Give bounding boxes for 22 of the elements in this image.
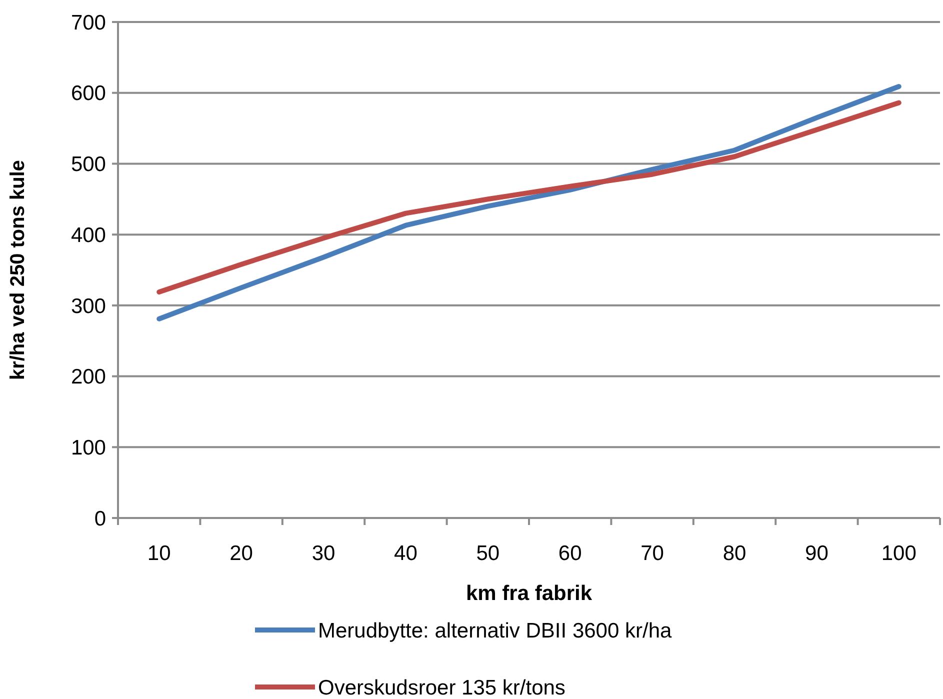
legend-label: Overskudsroer 135 kr/tons [318, 676, 566, 699]
y-tick-label: 600 [70, 82, 106, 106]
x-tick-label: 100 [881, 542, 916, 565]
x-axis-title: km fra fabrik [466, 582, 592, 605]
y-tick-label: 0 [94, 507, 106, 530]
y-tick-label: 100 [70, 436, 106, 460]
x-tick-label: 80 [722, 542, 746, 565]
y-axis-title: kr/ha ved 250 tons kule [7, 160, 29, 380]
y-tick-label: 300 [70, 294, 106, 318]
x-tick-label: 90 [805, 542, 828, 565]
y-tick-label: 200 [70, 366, 106, 389]
x-tick-label: 20 [230, 542, 253, 565]
x-tick-label: 10 [147, 542, 171, 565]
y-tick-label: 700 [70, 11, 106, 34]
legend-label: Merudbytte: alternativ DBII 3600 kr/ha [318, 619, 672, 642]
x-tick-label: 50 [476, 542, 500, 565]
y-tick-label: 400 [70, 224, 106, 247]
x-tick-label: 60 [558, 542, 582, 565]
x-tick-label: 70 [640, 542, 664, 565]
x-tick-label: 30 [312, 542, 336, 565]
y-tick-label: 500 [70, 153, 106, 176]
x-tick-label: 40 [394, 542, 418, 565]
